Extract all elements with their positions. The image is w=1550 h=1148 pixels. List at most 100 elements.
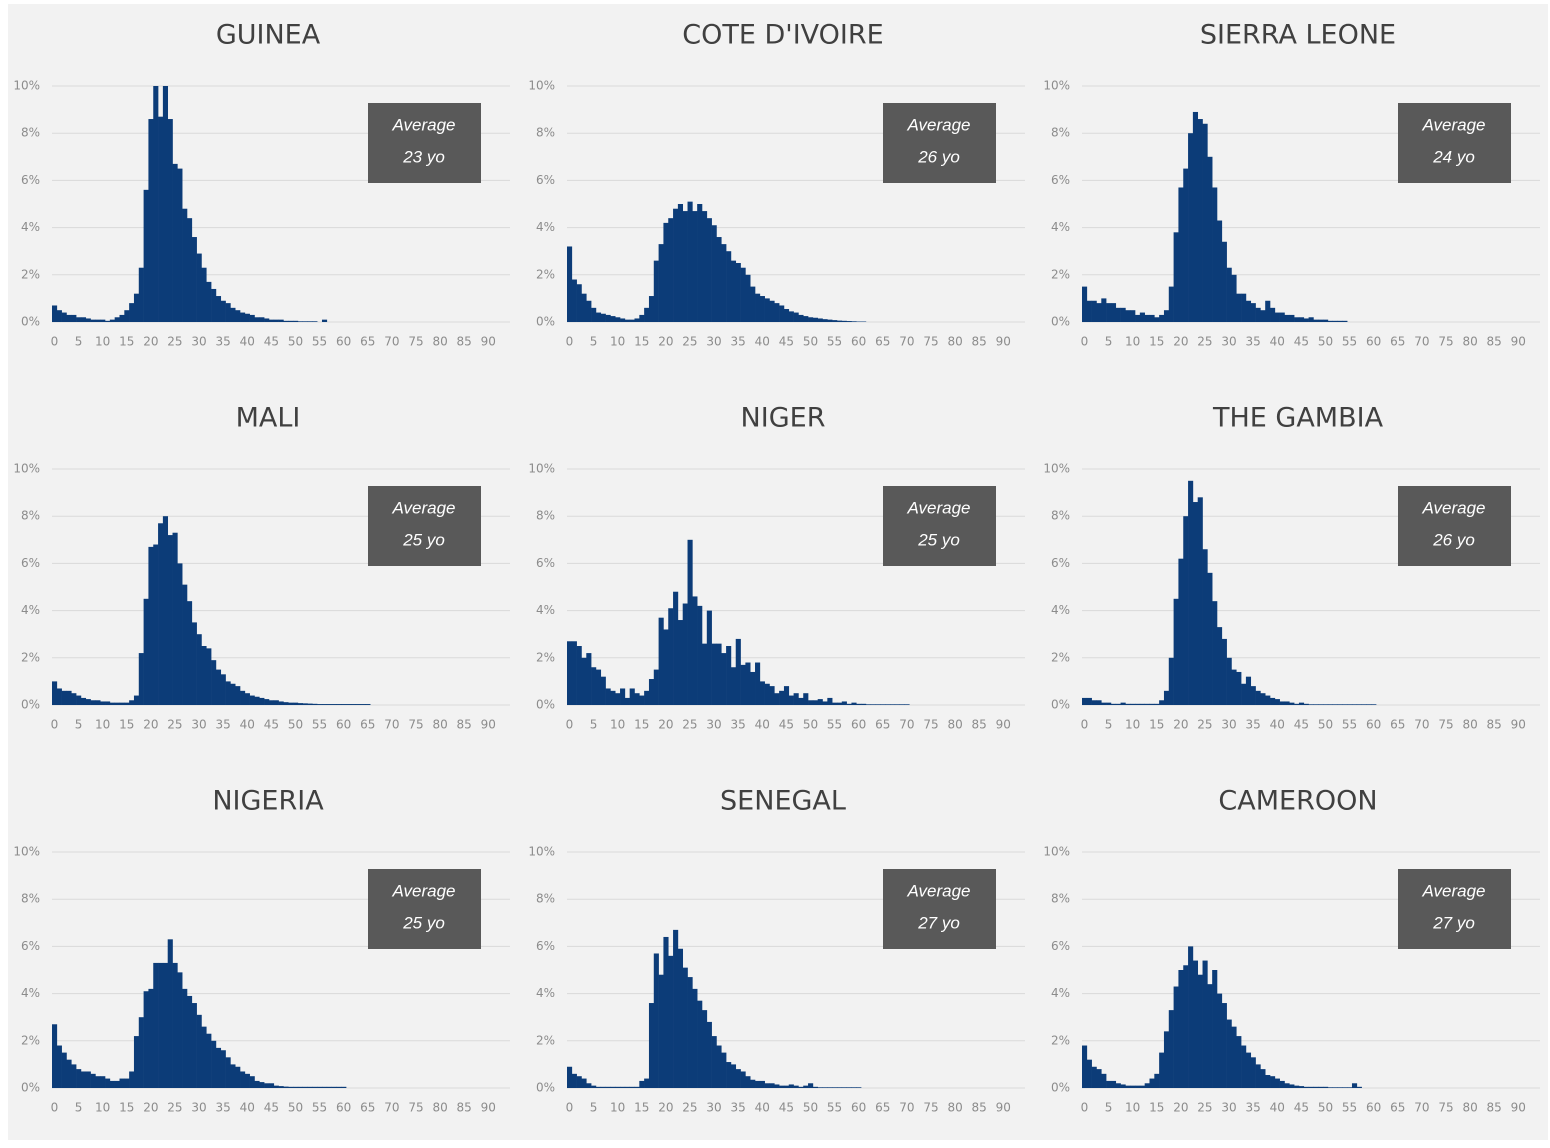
x-tick-label: 45 [264,1101,279,1115]
bar [114,702,120,705]
bar [244,693,250,705]
bar [1173,986,1179,1088]
bar [273,700,279,705]
bar [167,535,173,705]
bar [1342,320,1348,322]
x-tick-label: 30 [191,1101,206,1115]
bar [172,962,178,1088]
bar [1279,1080,1285,1088]
bar [201,646,207,705]
bar [56,310,62,322]
x-tick-label: 35 [731,335,746,349]
y-tick-label: 4% [1051,986,1070,1000]
bar [1120,307,1126,322]
y-tick-label: 6% [536,556,555,570]
bar [1270,697,1276,705]
x-tick-label: 80 [432,335,447,349]
bar [162,962,169,1088]
y-tick-label: 6% [1051,939,1070,953]
bar [158,523,164,705]
bar [629,1086,635,1088]
bar [278,1086,284,1088]
y-tick-label: 10% [1043,462,1070,476]
x-tick-label: 50 [1318,718,1333,732]
bar [591,1085,597,1088]
bar [1221,638,1227,705]
bar [779,1085,785,1088]
bar [779,690,785,705]
y-tick-label: 10% [528,845,555,859]
bar [783,309,790,322]
bar [745,662,751,705]
bar [244,313,250,322]
bar [76,317,82,322]
bar [586,300,592,322]
bar [158,962,164,1088]
x-tick-label: 20 [658,335,673,349]
annotation-box [883,103,996,183]
bar [644,690,650,705]
chart-title: NIGER [741,403,826,434]
bar [1101,1073,1107,1088]
bar [312,703,318,705]
x-tick-label: 25 [167,335,182,349]
x-tick-label: 65 [360,718,375,732]
bar [836,320,843,322]
x-tick-label: 35 [1246,1101,1261,1115]
x-tick-label: 90 [1511,718,1526,732]
x-tick-label: 0 [51,1101,59,1115]
x-tick-label: 40 [240,335,255,349]
bar [600,1086,606,1088]
x-tick-label: 10 [1125,718,1140,732]
bar [80,697,87,705]
annotation-text: Average [1421,881,1485,900]
x-tick-label: 45 [1294,1101,1309,1115]
bar [721,653,727,705]
bar [1241,683,1247,705]
bar [615,693,621,705]
bar [798,1086,804,1088]
x-tick-label: 60 [336,335,351,349]
bar [80,317,87,322]
y-tick-label: 6% [21,173,40,187]
x-tick-label: 50 [1318,335,1333,349]
bar [1178,187,1184,322]
bar [336,1086,342,1088]
bar [851,1087,857,1088]
bar [317,704,323,705]
x-tick-label: 80 [1462,718,1477,732]
bar [211,660,217,705]
bar [697,204,703,322]
bar [783,686,790,705]
bar [1183,965,1189,1088]
bar [105,1078,111,1088]
y-tick-label: 10% [13,845,40,859]
x-tick-label: 10 [1125,335,1140,349]
x-tick-label: 85 [457,1101,472,1115]
bar [634,693,640,705]
bar [605,314,611,322]
bar [856,703,862,705]
bar [1356,1086,1362,1088]
y-tick-label: 4% [536,220,555,234]
y-tick-label: 4% [21,986,40,1000]
bar [1347,704,1353,705]
x-tick-label: 30 [191,335,206,349]
x-tick-label: 10 [95,1101,110,1115]
bar [56,1045,62,1088]
x-tick-label: 55 [827,718,842,732]
x-tick-label: 45 [779,1101,794,1115]
bar [856,1087,862,1088]
bar [697,605,703,705]
bar [1318,704,1324,705]
bar [1294,317,1300,322]
bar [268,1083,275,1088]
bar [1091,700,1097,705]
bar [1096,1069,1102,1088]
x-tick-label: 40 [755,1101,770,1115]
bar [1086,1059,1092,1088]
bar [52,1024,58,1088]
x-tick-label: 65 [1390,335,1405,349]
bar [1308,704,1314,705]
bar [567,641,573,705]
